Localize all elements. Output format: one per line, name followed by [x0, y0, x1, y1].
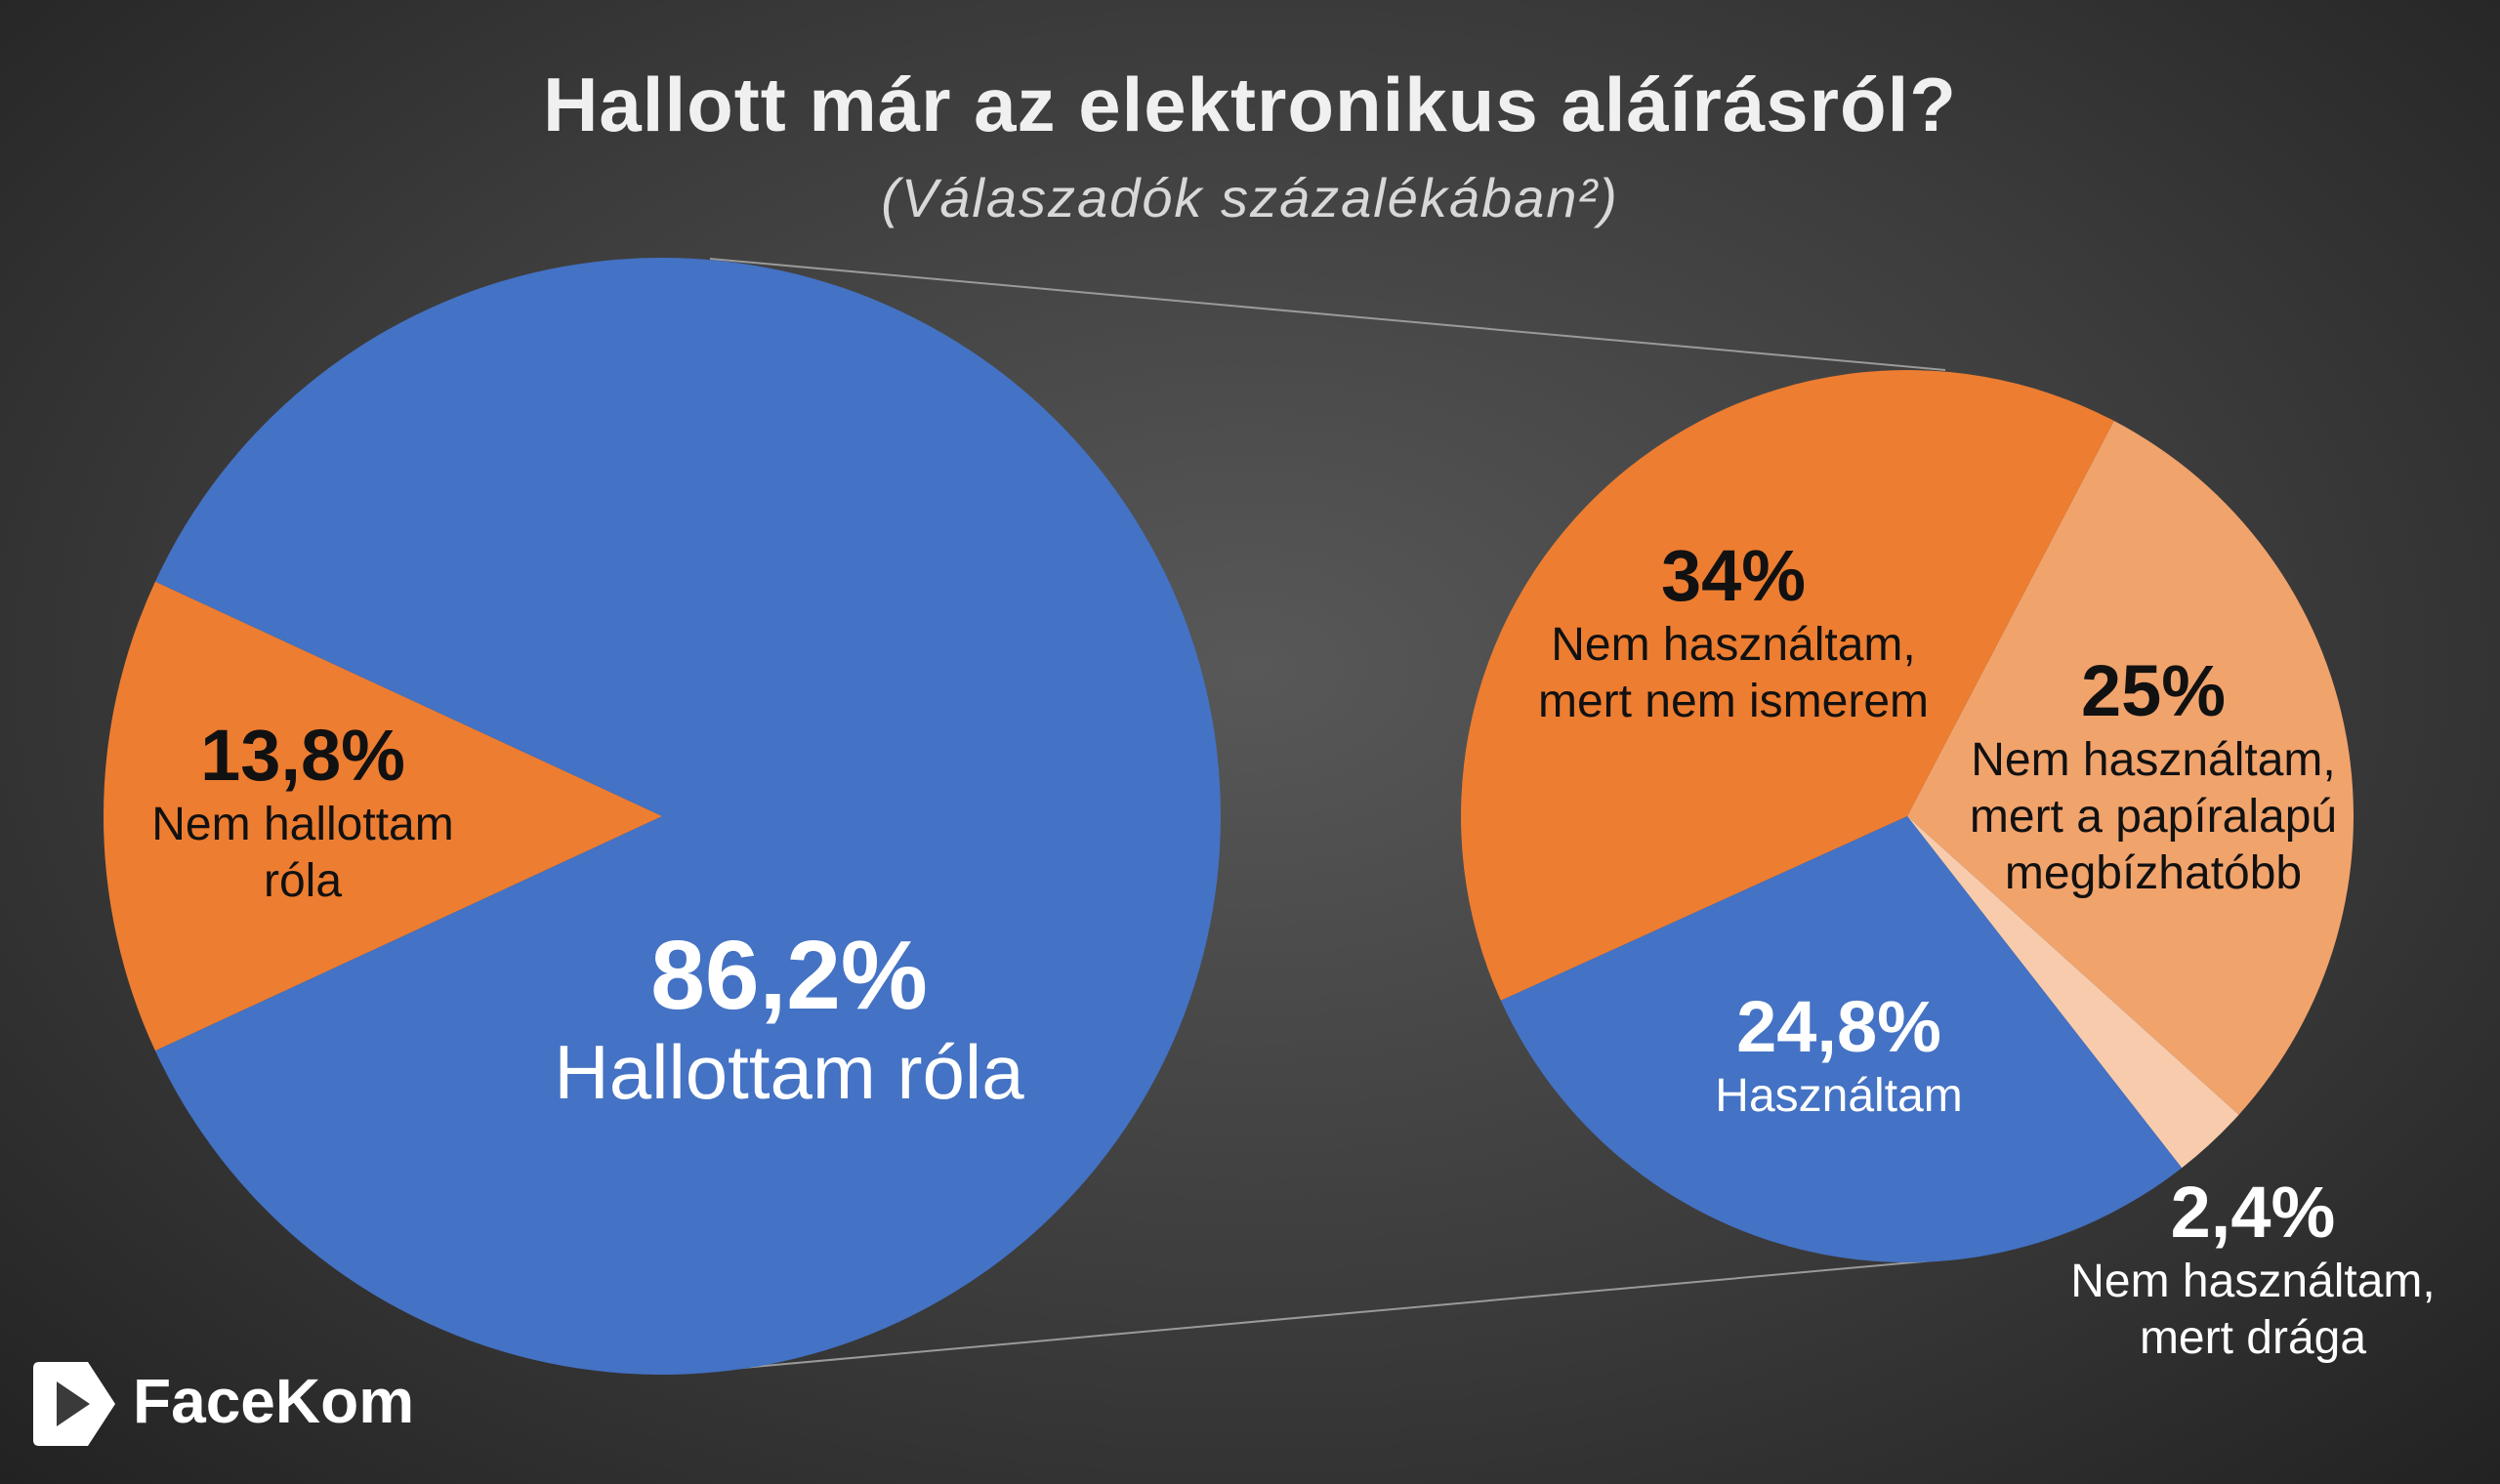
slice-label: 86,2% Hallottam róla	[447, 922, 1131, 1115]
value-label: 13,8%	[200, 715, 405, 796]
subtitle: (Válaszadók százalékában²)	[881, 167, 1619, 228]
category-label: Hallottam róla	[554, 1029, 1024, 1115]
pie-slice	[103, 581, 662, 1051]
value-label: 34%	[1660, 535, 1807, 616]
category-label: Nem használtam, mert nem ismerem	[1537, 619, 1930, 727]
category-label: Használtam	[1715, 1070, 1963, 1122]
category-label: Nem használtam, mert a papíralapú megbíz…	[1969, 734, 2338, 899]
slice-label: 34% Nem használtam, mert nem ismerem	[1528, 535, 1938, 730]
pie-slice	[1461, 369, 2114, 1001]
slice-label: 24,8% Használtam	[1644, 986, 2034, 1125]
slice-label: 25% Nem használtam, mert a papíralapú meg…	[1958, 650, 2349, 902]
value-label: 25%	[2080, 650, 2227, 731]
slice-label: 13,8% Nem hallottam róla	[117, 715, 488, 910]
pie-slice	[154, 258, 1221, 1376]
connector-line	[709, 258, 1946, 371]
slice-label: 2,4% Nem használtam, mert drága	[2058, 1172, 2448, 1367]
pie-slice	[1907, 816, 2239, 1169]
category-label: Nem használtam, mert drága	[2070, 1256, 2436, 1364]
value-label: 2,4%	[2170, 1172, 2336, 1253]
title: Hallott már az elektronikus aláírásról?	[543, 62, 1957, 147]
category-label: Nem hallottam róla	[151, 799, 454, 907]
pie-slice	[1500, 816, 2183, 1263]
logo-icon	[33, 1362, 115, 1446]
value-label: 24,8%	[1736, 986, 1941, 1067]
connector-line	[709, 1258, 1946, 1372]
logo-text: FaceKom	[133, 1366, 415, 1436]
pie-slice	[1907, 421, 2354, 1115]
value-label: 86,2%	[650, 921, 928, 1030]
